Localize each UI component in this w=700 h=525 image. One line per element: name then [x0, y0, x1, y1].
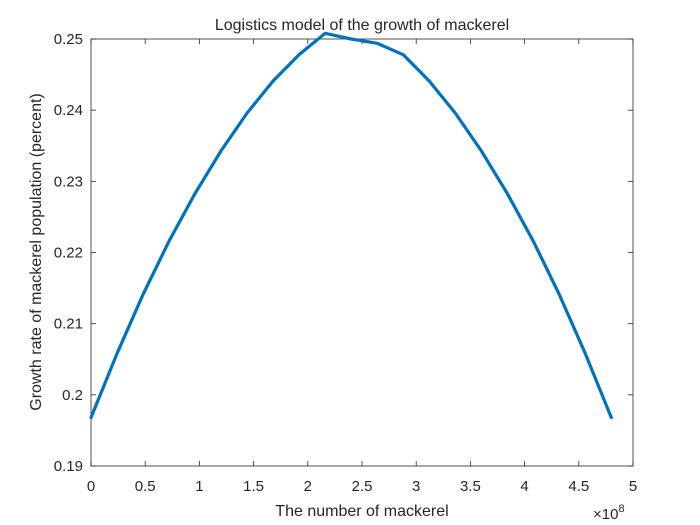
x-tick-label: 5 [629, 478, 637, 495]
y-tick-label: 0.2 [62, 387, 83, 404]
y-axis-label: Growth rate of mackerel population (perc… [28, 93, 45, 410]
x-tick-label: 0.5 [135, 478, 156, 495]
y-tick-label: 0.23 [54, 173, 83, 190]
series-group [89, 31, 613, 420]
plot-area-border [90, 38, 634, 467]
y-axis-ticks: 0.19 0.2 0.21 0.22 0.23 0.24 0.25 [54, 31, 633, 475]
x-tick-label: 0 [87, 478, 95, 495]
y-tick-label: 0.22 [54, 245, 83, 262]
y-tick-label: 0.19 [54, 458, 83, 475]
x-tick-label: 1.5 [243, 478, 264, 495]
y-tick-label: 0.21 [54, 316, 83, 333]
x-tick-label: 3 [412, 478, 420, 495]
chart-title: Logistics model of the growth of mackere… [215, 17, 509, 34]
x-axis-exponent-base: ×10 [593, 506, 618, 523]
y-tick-label: 0.24 [54, 102, 83, 119]
x-tick-label: 1 [195, 478, 203, 495]
x-tick-label: 4 [520, 478, 528, 495]
x-tick-label: 4.5 [568, 478, 589, 495]
y-tick-label: 0.25 [54, 31, 83, 48]
x-axis-ticks: 0 0.5 1 1.5 2 2.5 3 3.5 4 4.5 5 [87, 39, 637, 495]
x-axis-exponent: ×108 [593, 503, 625, 523]
x-tick-label: 2.5 [352, 478, 373, 495]
x-axis-exponent-power: 8 [618, 503, 624, 515]
series-line [89, 31, 613, 420]
x-tick-label: 3.5 [460, 478, 481, 495]
x-tick-label: 2 [304, 478, 312, 495]
x-axis-label: The number of mackerel [275, 503, 448, 520]
